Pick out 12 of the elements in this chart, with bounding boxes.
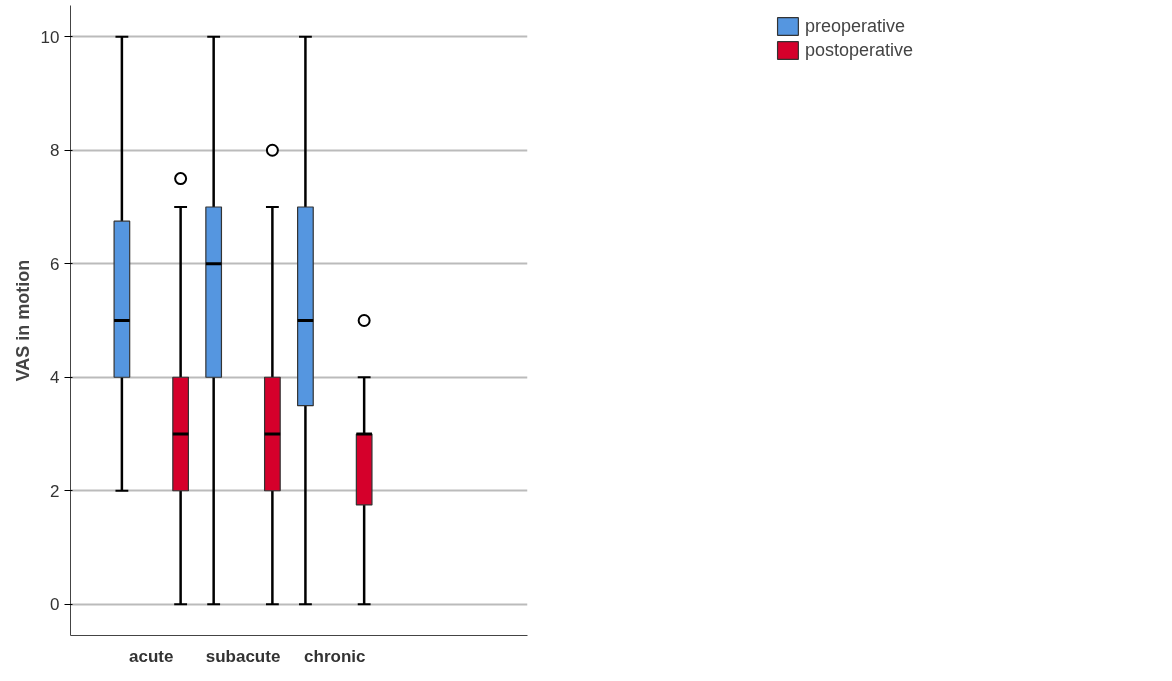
y-tick-label: 0 [50, 595, 60, 615]
y-tick-label: 4 [50, 368, 60, 388]
y-tick-label: 8 [50, 141, 60, 161]
y-tick-label: 6 [50, 254, 60, 274]
y-tick-label: 10 [40, 27, 60, 47]
legend-label: postoperative [804, 39, 914, 61]
x-tick-label: chronic [304, 646, 366, 666]
legend-label: preoperative [804, 15, 906, 37]
x-tick-label: acute [129, 646, 174, 666]
x-tick-label: subacute [205, 646, 281, 666]
y-axis-title: VAS in motion [12, 259, 33, 382]
y-tick-label: 2 [50, 481, 60, 501]
